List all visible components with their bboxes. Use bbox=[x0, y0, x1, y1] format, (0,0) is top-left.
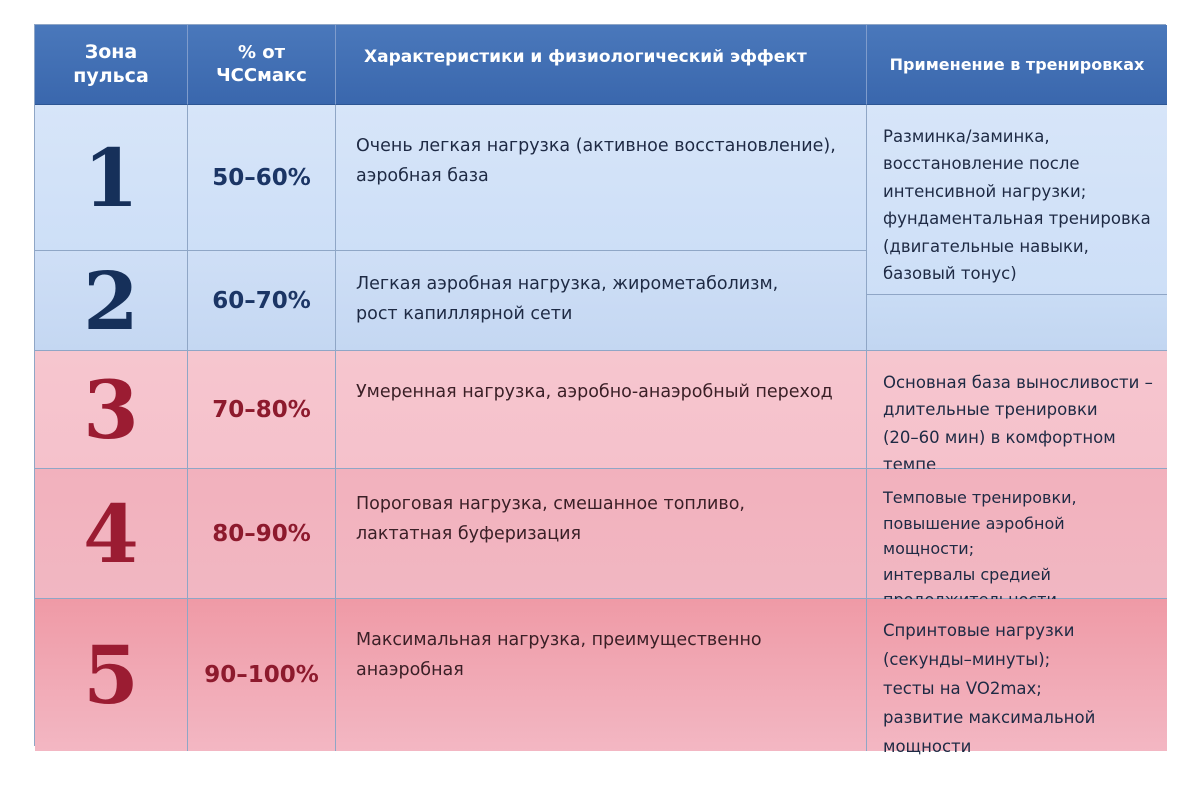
zone-application-1-2: Разминка/заминка, восстановление после и… bbox=[867, 105, 1167, 351]
header-application: Применение в тренировках bbox=[867, 25, 1167, 105]
zone-description-3-line1: Умеренная нагрузка, аэробно-анаэробный п… bbox=[356, 382, 833, 402]
zone-number-1: 1 bbox=[35, 105, 188, 251]
application-line: интервалы средией bbox=[883, 564, 1051, 584]
zone-number-3: 3 bbox=[35, 351, 188, 469]
header-application-label: Применение в тренировках bbox=[889, 54, 1145, 74]
zone-description-2-line2: рост капиллярной сети bbox=[356, 304, 573, 325]
header-percent: % от ЧССмакс bbox=[188, 25, 336, 105]
heart-rate-zones-table: Зона пульса % от ЧССмакс Характеристики … bbox=[34, 24, 1167, 756]
application-line: интенсивной нагрузки; bbox=[883, 181, 1087, 201]
application-line: базовый тонус) bbox=[883, 263, 1017, 283]
zone-description-4: Пороговая нагрузка, смешанное топливо, л… bbox=[336, 469, 867, 599]
header-zone: Зона пульса bbox=[35, 25, 188, 105]
application-line: Основная база выносливости – bbox=[883, 373, 1153, 392]
header-zone-label: Зона пульса bbox=[73, 40, 149, 87]
zone-description-5-line1: Максимальная нагрузка, преимущественно а… bbox=[356, 630, 762, 681]
application-line: восстановление после bbox=[883, 154, 1080, 174]
zone-description-1-line1: Очень легкая нагрузка (активное восстано… bbox=[356, 136, 836, 156]
zone-application-1-2-text: Разминка/заминка, восстановление после и… bbox=[867, 105, 1167, 295]
zone-description-3: Умеренная нагрузка, аэробно-анаэробный п… bbox=[336, 351, 867, 469]
application-line: Темповые тренировки, bbox=[883, 488, 1077, 507]
application-line: (секунды–минуты); bbox=[883, 649, 1051, 669]
zone-percent-5: 90–100% bbox=[188, 599, 336, 751]
application-line: развитие максимальной мощности bbox=[883, 707, 1096, 756]
header-percent-label: % от ЧССмакс bbox=[216, 42, 307, 86]
zone-number-4: 4 bbox=[35, 469, 188, 599]
application-line: Спринтовые нагрузки bbox=[883, 621, 1075, 640]
zone-description-2-line1: Легкая аэробная нагрузка, жирометаболизм… bbox=[356, 274, 779, 294]
zone-application-empty-cell bbox=[867, 295, 1167, 350]
application-line: Разминка/заминка, bbox=[883, 127, 1050, 146]
zone-description-4-line1: Пороговая нагрузка, смешанное топливо, bbox=[356, 494, 745, 514]
header-description: Характеристики и физиологический эффект bbox=[336, 25, 867, 105]
zone-description-4-line2: лактатная буферизация bbox=[356, 524, 582, 545]
zone-percent-3: 70–80% bbox=[188, 351, 336, 469]
application-line: повышение аэробной мощности; bbox=[883, 513, 1065, 559]
zone-percent-2: 60–70% bbox=[188, 251, 336, 351]
zone-description-5: Максимальная нагрузка, преимущественно а… bbox=[336, 599, 867, 751]
zone-number-5: 5 bbox=[35, 599, 188, 751]
application-line: (двигательные навыки, bbox=[883, 236, 1089, 256]
zone-application-5: Спринтовые нагрузки (секунды–минуты); те… bbox=[867, 599, 1167, 756]
zone-percent-4: 80–90% bbox=[188, 469, 336, 599]
application-line: длительные тренировки bbox=[883, 400, 1098, 420]
zone-application-3: Основная база выносливости – длительные … bbox=[867, 351, 1167, 474]
zone-description-1: Очень легкая нагрузка (активное восстано… bbox=[336, 105, 867, 251]
header-description-label: Характеристики и физиологический эффект bbox=[364, 47, 807, 67]
zone-description-2: Легкая аэробная нагрузка, жирометаболизм… bbox=[336, 251, 867, 351]
zone-percent-1: 50–60% bbox=[188, 105, 336, 251]
application-line: тесты на VO2max; bbox=[883, 678, 1042, 698]
zone-description-1-line2: аэробная база bbox=[356, 166, 489, 187]
zone-number-2: 2 bbox=[35, 251, 188, 351]
zone-application-4: Темповые тренировки, повышение аэробной … bbox=[867, 469, 1167, 609]
application-line: фундаментальная тренировка bbox=[883, 209, 1151, 229]
